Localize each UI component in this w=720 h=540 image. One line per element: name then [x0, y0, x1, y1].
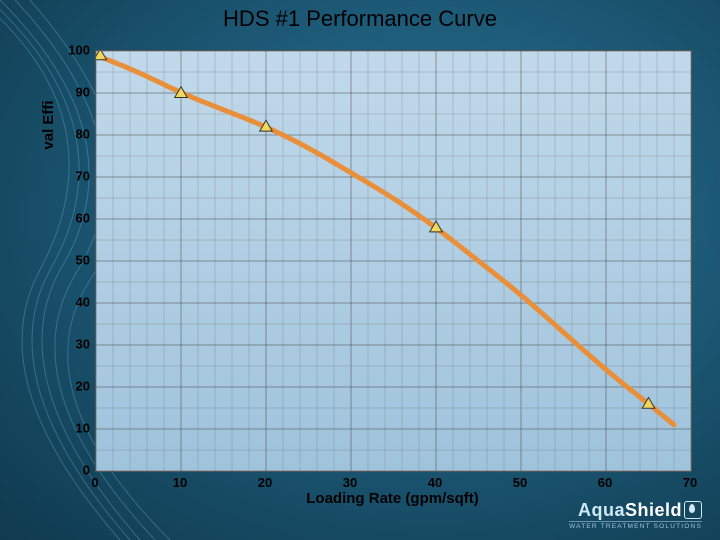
y-tick-label: 90	[50, 85, 90, 100]
logo-text: AquaShield	[569, 500, 702, 521]
x-tick-label: 70	[670, 475, 710, 490]
slide: HDS #1 Performance Curve val Effi Loadin…	[0, 0, 720, 540]
x-tick-label: 40	[415, 475, 455, 490]
y-tick-label: 60	[50, 211, 90, 226]
y-tick-label: 10	[50, 421, 90, 436]
x-tick-label: 0	[75, 475, 115, 490]
y-tick-label: 50	[50, 253, 90, 268]
x-tick-label: 20	[245, 475, 285, 490]
y-tick-label: 30	[50, 337, 90, 352]
shield-drop-icon	[684, 501, 702, 519]
y-tick-label: 40	[50, 295, 90, 310]
logo-part1: Aqua	[578, 500, 625, 520]
logo-part2: Shield	[625, 500, 682, 520]
logo-tagline: WATER TREATMENT SOLUTIONS	[569, 521, 702, 530]
y-tick-label: 80	[50, 127, 90, 142]
x-tick-label: 10	[160, 475, 200, 490]
x-tick-label: 60	[585, 475, 625, 490]
chart: val Effi Loading Rate (gpm/sqft) 0102030…	[95, 50, 690, 470]
y-tick-label: 100	[50, 43, 90, 58]
plot-svg	[96, 51, 691, 471]
y-tick-label: 20	[50, 379, 90, 394]
logo: AquaShield WATER TREATMENT SOLUTIONS	[569, 500, 702, 530]
chart-title: HDS #1 Performance Curve	[0, 6, 720, 32]
x-tick-label: 50	[500, 475, 540, 490]
plot-area	[95, 50, 692, 472]
y-tick-label: 70	[50, 169, 90, 184]
x-tick-label: 30	[330, 475, 370, 490]
